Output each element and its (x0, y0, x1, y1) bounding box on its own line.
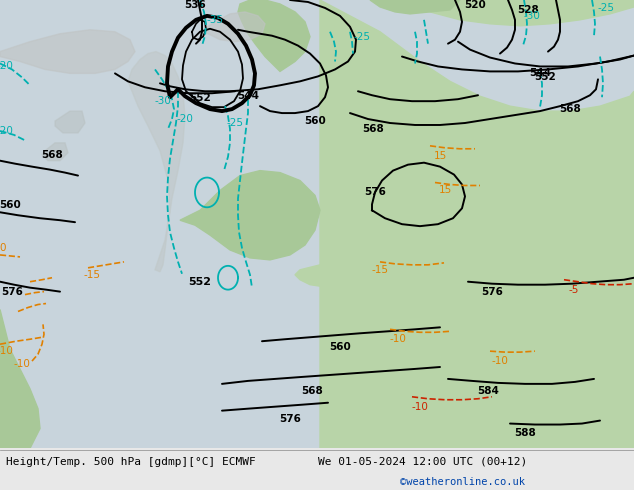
Polygon shape (238, 0, 310, 72)
Text: 560: 560 (0, 200, 21, 210)
Text: ©weatheronline.co.uk: ©weatheronline.co.uk (400, 477, 525, 487)
Text: -25: -25 (354, 32, 370, 42)
Text: 15: 15 (434, 151, 446, 161)
Text: We 01-05-2024 12:00 UTC (00+12): We 01-05-2024 12:00 UTC (00+12) (318, 457, 527, 467)
Text: -10: -10 (0, 346, 13, 356)
Polygon shape (350, 423, 634, 448)
Text: -20: -20 (0, 61, 13, 72)
Text: 576: 576 (481, 287, 503, 296)
Text: -10: -10 (389, 334, 406, 344)
Text: 576: 576 (1, 287, 23, 296)
Text: -20: -20 (0, 126, 13, 136)
Text: Height/Temp. 500 hPa [gdmp][°C] ECMWF: Height/Temp. 500 hPa [gdmp][°C] ECMWF (6, 457, 256, 467)
Text: 576: 576 (364, 188, 386, 197)
Text: 576: 576 (279, 414, 301, 423)
Text: 544: 544 (529, 69, 551, 78)
Text: -10: -10 (411, 402, 429, 412)
Text: -5: -5 (569, 285, 579, 294)
Polygon shape (400, 0, 634, 26)
Polygon shape (0, 310, 40, 448)
Polygon shape (42, 143, 68, 161)
Polygon shape (370, 0, 460, 14)
Text: -10: -10 (491, 356, 508, 366)
Text: -20: -20 (176, 114, 193, 124)
Text: 552: 552 (188, 277, 212, 287)
Text: 544: 544 (237, 91, 259, 101)
Text: 0: 0 (0, 243, 6, 253)
Text: -30: -30 (155, 96, 171, 106)
Text: -10: -10 (13, 359, 30, 369)
Text: -15: -15 (372, 265, 389, 275)
Text: 552: 552 (534, 73, 556, 82)
Text: 568: 568 (41, 150, 63, 160)
Text: -30: -30 (524, 11, 540, 21)
Text: 552: 552 (189, 93, 211, 103)
Text: -15: -15 (84, 270, 101, 280)
Polygon shape (55, 111, 85, 133)
Text: 584: 584 (477, 386, 499, 396)
Polygon shape (295, 262, 430, 304)
Text: -35: -35 (207, 15, 224, 25)
Polygon shape (180, 171, 320, 260)
Text: 15: 15 (438, 185, 451, 196)
Text: 560: 560 (304, 116, 326, 126)
Polygon shape (200, 12, 265, 42)
Polygon shape (0, 30, 135, 74)
Text: 560: 560 (329, 342, 351, 352)
Text: 568: 568 (559, 104, 581, 114)
Text: 568: 568 (362, 124, 384, 134)
Polygon shape (320, 0, 634, 448)
Text: 568: 568 (301, 386, 323, 396)
Text: 588: 588 (514, 428, 536, 439)
Text: 536: 536 (184, 0, 206, 10)
Text: 528: 528 (517, 5, 539, 15)
Text: -25: -25 (597, 3, 614, 13)
Text: 520: 520 (464, 0, 486, 10)
Text: -25: -25 (226, 118, 243, 128)
Polygon shape (128, 51, 185, 272)
